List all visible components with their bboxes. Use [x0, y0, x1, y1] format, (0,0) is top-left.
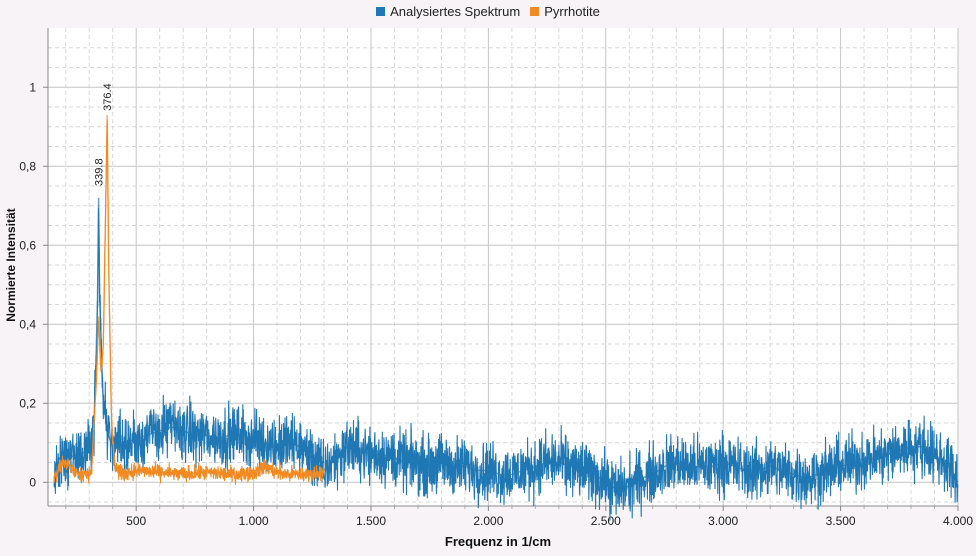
series-line-analysiertes-spektrum: [53, 207, 959, 521]
legend: Analysiertes Spektrum Pyrrhotite: [0, 4, 976, 19]
x-tick-label: 3.500: [826, 514, 856, 528]
series-trend-analysiertes-spektrum: [53, 197, 959, 491]
legend-label-pyrrhotite: Pyrrhotite: [544, 4, 600, 19]
legend-swatch-pyrrhotite: [530, 7, 540, 16]
y-tick-label: 0,8: [19, 159, 36, 173]
legend-item-spectrum[interactable]: Analysiertes Spektrum: [376, 4, 520, 19]
legend-label-spectrum: Analysiertes Spektrum: [390, 4, 521, 19]
y-tick-label: 0,2: [19, 396, 36, 410]
x-tick-label: 4.000: [943, 514, 973, 528]
y-tick-label: 1: [29, 80, 36, 94]
peak-annotation: 339.8: [94, 158, 106, 186]
x-tick-label: 3.000: [708, 514, 738, 528]
series-trend-pyrrhotite: [53, 114, 325, 479]
x-tick-label: 1.500: [356, 514, 386, 528]
x-tick-label: 500: [126, 514, 146, 528]
y-axis-title: Normierte Intensität: [4, 208, 18, 322]
peak-annotation: 376.4: [102, 83, 114, 111]
y-tick-label: 0,6: [19, 238, 36, 252]
legend-swatch-spectrum: [376, 7, 386, 16]
x-tick-label: 2.500: [591, 514, 621, 528]
y-tick-label: 0: [29, 475, 36, 489]
y-tick-label: 0,4: [19, 317, 36, 331]
x-tick-label: 1.000: [239, 514, 269, 528]
legend-item-pyrrhotite[interactable]: Pyrrhotite: [530, 4, 600, 19]
x-tick-label: 2.000: [473, 514, 503, 528]
x-axis-title: Frequenz in 1/cm: [444, 534, 552, 549]
